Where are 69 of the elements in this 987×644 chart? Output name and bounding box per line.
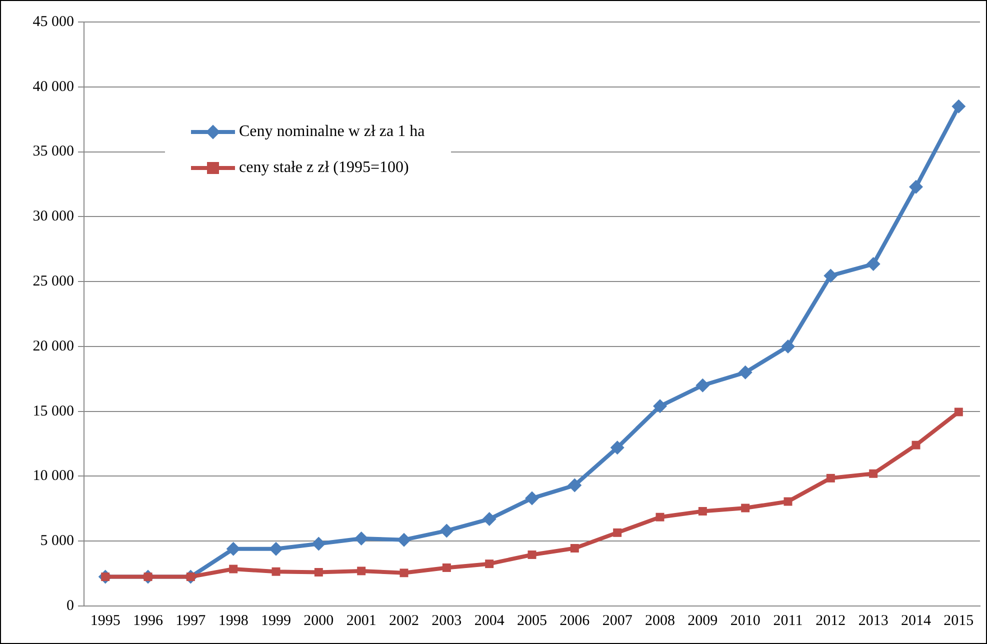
- y-tick-label: 35 000: [32, 144, 74, 160]
- x-tick-label: 2013: [858, 612, 888, 629]
- point: [525, 491, 539, 506]
- x-tick-label: 2007: [602, 612, 633, 629]
- point: [954, 408, 963, 416]
- point: [866, 257, 880, 272]
- x-tick-label: 2015: [944, 612, 974, 629]
- point: [272, 567, 280, 576]
- point: [952, 99, 966, 114]
- point: [869, 469, 878, 478]
- point: [226, 542, 240, 556]
- y-tick-label: 0: [66, 598, 74, 614]
- x-tick-label: 2006: [560, 612, 590, 629]
- point: [269, 542, 283, 556]
- point: [909, 180, 923, 194]
- x-tick-label: 1995: [90, 612, 120, 629]
- point: [568, 478, 582, 492]
- point: [781, 339, 795, 354]
- point: [442, 563, 451, 572]
- y-tick-label: 40 000: [32, 78, 74, 95]
- x-tick-label: 1998: [218, 612, 248, 629]
- point: [653, 399, 667, 414]
- point: [400, 568, 408, 578]
- y-tick-label: 30 000: [32, 208, 74, 225]
- x-tick-label: 1999: [261, 612, 291, 629]
- x-tick-label: 2009: [688, 612, 718, 629]
- x-tick-label: 2005: [517, 612, 547, 629]
- point: [357, 566, 366, 576]
- y-tick-label: 10 000: [32, 468, 74, 484]
- x-tick-label: 2010: [730, 612, 760, 629]
- x-tick-label: 2014: [901, 612, 932, 629]
- point: [440, 524, 454, 538]
- x-tick-label: 2012: [816, 612, 846, 629]
- x-tick-label: 2001: [346, 612, 376, 629]
- x-tick-label: 2003: [432, 612, 462, 629]
- point: [784, 497, 792, 506]
- point: [485, 560, 494, 568]
- point: [528, 550, 536, 559]
- point: [741, 504, 750, 512]
- point: [656, 512, 664, 522]
- y-tick-label: 25 000: [32, 273, 74, 290]
- x-tick-label: 2000: [304, 612, 334, 629]
- point: [696, 378, 710, 392]
- point: [354, 532, 368, 546]
- legend-label: ceny stałe z zł (1995=100): [239, 159, 409, 177]
- point: [824, 268, 838, 283]
- point: [570, 544, 579, 552]
- x-tick-label: 2008: [645, 612, 675, 629]
- point: [312, 536, 326, 551]
- y-tick-label: 20 000: [32, 338, 74, 354]
- point: [826, 474, 835, 482]
- x-tick-label: 2011: [773, 612, 803, 629]
- y-tick-label: 5 000: [40, 533, 74, 550]
- point: [314, 568, 323, 576]
- x-tick-label: 1997: [176, 612, 206, 629]
- point: [482, 512, 496, 526]
- point: [610, 440, 624, 455]
- legend-label: Ceny nominalne w zł za 1 ha: [239, 123, 425, 141]
- point: [229, 564, 238, 574]
- point: [738, 365, 752, 380]
- y-tick-label: 45 000: [32, 14, 74, 30]
- x-tick-label: 2002: [389, 612, 419, 629]
- point: [698, 507, 707, 516]
- point: [613, 528, 622, 537]
- y-tick-label: 15 000: [32, 403, 74, 420]
- point: [912, 440, 920, 450]
- x-tick-label: 2004: [474, 612, 505, 629]
- point: [397, 532, 411, 547]
- x-tick-label: 1996: [133, 612, 164, 629]
